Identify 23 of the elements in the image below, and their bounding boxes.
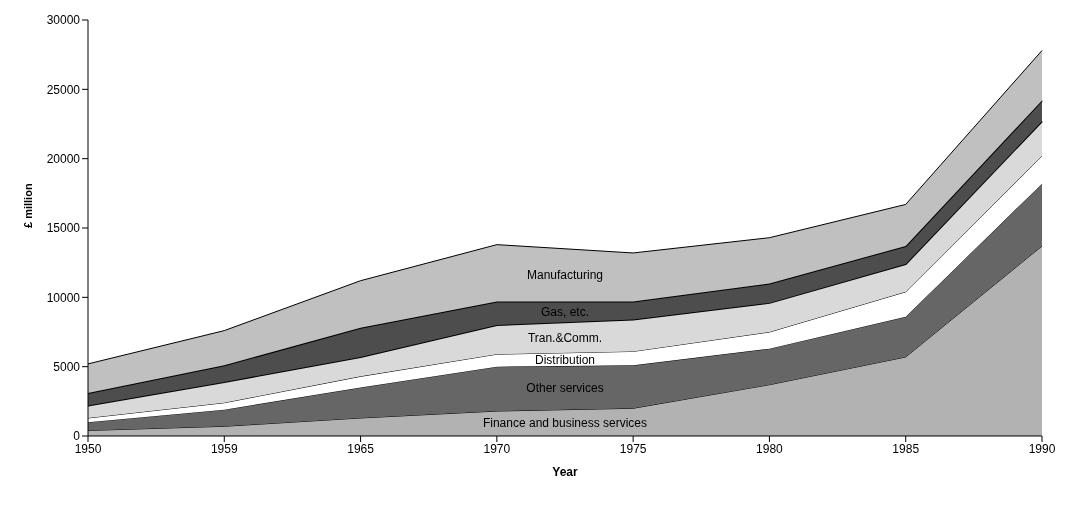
series-label: Finance and business services [482, 416, 648, 431]
x-tick-label: 1965 [347, 441, 375, 456]
series-label: Gas, etc. [540, 305, 590, 320]
y-tick-label: 30000 [46, 13, 81, 28]
series-label: Other services [526, 381, 604, 396]
y-tick-label: 5000 [53, 359, 81, 374]
x-tick-label: 1970 [483, 441, 511, 456]
x-tick-label: 1985 [892, 441, 920, 456]
y-tick-label: 25000 [46, 82, 81, 97]
x-tick-label: 1975 [619, 441, 647, 456]
y-tick-label: 20000 [46, 151, 81, 166]
y-tick-label: 0 [73, 429, 81, 444]
x-tick-label: 1959 [210, 441, 238, 456]
series-label: Distribution [534, 352, 596, 367]
x-tick-label: 1980 [756, 441, 784, 456]
series-label: Manufacturing [526, 268, 604, 283]
series-label: Tran.&Comm. [527, 330, 603, 345]
x-tick-label: 1950 [74, 441, 102, 456]
y-axis-title: £ million [21, 183, 34, 228]
y-tick-label: 10000 [46, 290, 81, 305]
x-axis-title: Year [552, 465, 579, 479]
x-tick-label: 1990 [1028, 441, 1056, 456]
y-tick-label: 15000 [46, 221, 81, 236]
